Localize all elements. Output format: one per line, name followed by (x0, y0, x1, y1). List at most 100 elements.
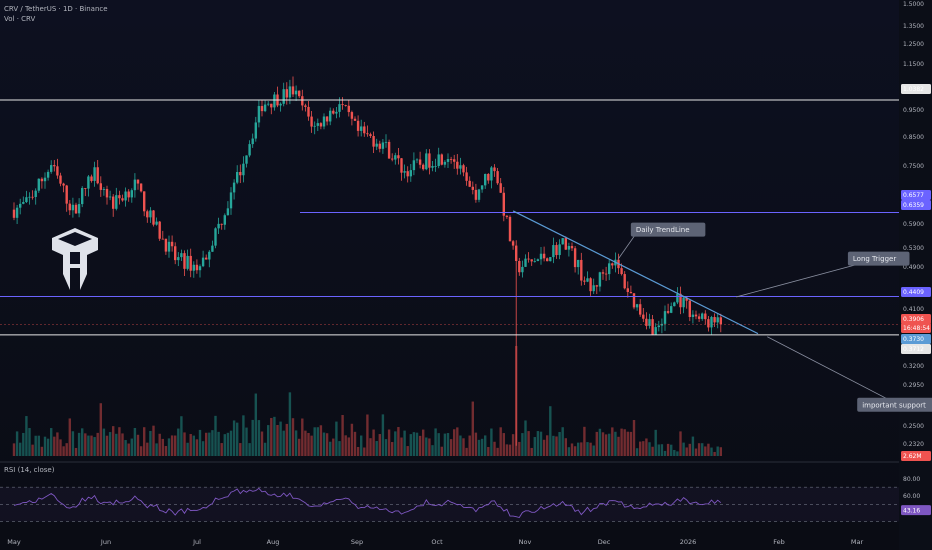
candle-body (632, 293, 636, 308)
annotation-label: important support (862, 401, 926, 409)
volume-bar (719, 447, 722, 456)
price-tick-label: 16:48:54 (903, 325, 930, 332)
candle-body (127, 191, 130, 198)
candle-body (397, 155, 400, 159)
candle-body (493, 167, 496, 172)
volume-bar (608, 433, 611, 456)
candle-body (391, 158, 394, 160)
price-axis[interactable]: 1.5000 1.3500 1.2500 1.1500 1.0382 0.9500 0.85… (901, 1, 931, 461)
candle-body (180, 253, 183, 258)
volume-bar (239, 443, 242, 456)
volume-bar (356, 446, 360, 456)
time-axis[interactable]: May Jun Jul Aug Sep Oct Nov Dec 2026 Feb Mar (7, 538, 863, 546)
annotation-leader (767, 336, 899, 406)
candle-body (220, 223, 223, 225)
volume-bar (93, 437, 96, 456)
candle-body (155, 221, 158, 225)
candle-body (53, 165, 56, 167)
volume-bar (626, 431, 629, 456)
candle-body (704, 313, 707, 320)
time-tick-label: May (7, 538, 21, 546)
volume-bar (146, 442, 149, 456)
trendline-layer[interactable] (512, 210, 759, 335)
candle-body (81, 188, 84, 205)
rsi-line (13, 487, 722, 519)
volume-bar (387, 429, 391, 456)
annotations[interactable]: Daily TrendLine Long Trigger important sup… (618, 222, 932, 412)
volume-bar (614, 431, 617, 456)
candle-body (198, 266, 202, 271)
volume-bar (400, 437, 403, 456)
symbol-title[interactable]: CRV / TetherUS · 1D · Binance (4, 5, 108, 13)
candle-body (561, 238, 564, 245)
volume-bar (384, 439, 388, 456)
candle-body (412, 160, 416, 171)
volume-bar (353, 431, 357, 456)
volume-bar (84, 433, 87, 456)
time-tick-label: Nov (519, 538, 532, 546)
volume-bar (676, 451, 679, 456)
candle-body (468, 180, 471, 187)
rsi-indicator-label[interactable]: RSI (14, close) (4, 466, 55, 474)
volume-bar (12, 443, 16, 456)
candle-body (666, 311, 670, 313)
time-tick-label: Aug (267, 538, 280, 546)
candle-body (96, 167, 99, 184)
volume-bar (139, 446, 143, 456)
price-tick-label: 0.4900 (903, 264, 924, 271)
candle-body (403, 171, 406, 173)
candle-body (273, 94, 276, 108)
volume-bar (713, 451, 716, 456)
volume-bar (34, 435, 37, 456)
candle-body (676, 293, 679, 303)
volume-bar (341, 415, 344, 456)
candle-body (555, 245, 558, 256)
horizontal-levels[interactable] (0, 99, 899, 336)
time-tick-label: Dec (598, 538, 611, 546)
candle-body (350, 112, 354, 119)
candle-body (434, 165, 437, 167)
candle-body (177, 257, 180, 261)
volume-bar (90, 435, 93, 456)
volume-bar (313, 427, 316, 456)
volume-bar (270, 418, 273, 456)
time-tick-label: Jul (192, 538, 201, 546)
candle-body (50, 165, 53, 172)
candle-body (592, 285, 595, 292)
candle-body (251, 138, 254, 145)
candle-body (167, 241, 171, 252)
volume-bar (440, 446, 443, 456)
rsi-pane: 80.00 60.00 43.16 (0, 476, 931, 522)
volume-bar (663, 450, 667, 456)
candle-body (431, 166, 434, 168)
candle-body (56, 166, 59, 176)
candle-body (325, 116, 329, 122)
volume-bar (645, 438, 648, 456)
rsi-tick-label: 60.00 (903, 493, 920, 500)
candle-body (552, 245, 555, 258)
candle-body (189, 255, 192, 271)
volume-bar (121, 433, 124, 456)
candle-body (697, 316, 701, 319)
candle-body (499, 183, 502, 193)
volume-bar (477, 439, 481, 456)
volume-bar (688, 443, 691, 456)
volume-bar (425, 437, 428, 456)
rsi-tick-label: 43.16 (903, 507, 920, 514)
candle-body (474, 189, 478, 200)
candle-body (329, 110, 332, 122)
candle-body (508, 216, 512, 242)
volume-bar (415, 432, 419, 456)
volume-bar (301, 418, 304, 456)
volume-bar (555, 436, 558, 456)
candle-body (186, 255, 189, 269)
volume-indicator-label[interactable]: Vol · CRV (4, 15, 36, 23)
candle-body (322, 116, 326, 127)
candle-body (629, 291, 633, 294)
volume-bar (81, 428, 84, 456)
volume-bar (397, 427, 400, 456)
candle-body (685, 297, 688, 301)
candle-body (65, 185, 68, 204)
price-tick-label: 0.2320 (903, 441, 924, 448)
